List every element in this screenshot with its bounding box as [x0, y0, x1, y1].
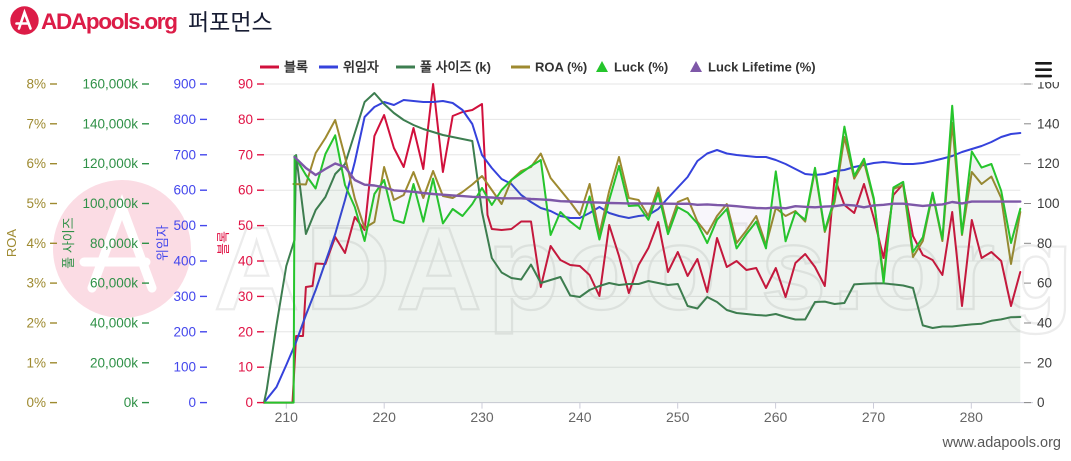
- svg-text:240: 240: [568, 409, 592, 425]
- svg-text:40: 40: [238, 254, 253, 269]
- svg-text:위임자: 위임자: [343, 60, 379, 75]
- svg-text:90: 90: [238, 77, 253, 92]
- svg-text:230: 230: [470, 409, 494, 425]
- svg-text:6%: 6%: [26, 156, 46, 171]
- svg-text:500: 500: [173, 218, 196, 233]
- svg-text:250: 250: [666, 409, 690, 425]
- svg-text:ROA: ROA: [4, 229, 19, 258]
- svg-text:60,000k: 60,000k: [90, 276, 138, 291]
- svg-text:70: 70: [238, 147, 253, 162]
- svg-text:40: 40: [1037, 316, 1052, 331]
- svg-text:8%: 8%: [26, 77, 46, 92]
- svg-text:140: 140: [1037, 116, 1060, 131]
- svg-text:800: 800: [173, 112, 196, 127]
- svg-text:220: 220: [373, 409, 397, 425]
- svg-text:위임자: 위임자: [155, 225, 170, 261]
- svg-text:700: 700: [173, 147, 196, 162]
- svg-text:100: 100: [173, 360, 196, 375]
- svg-text:120,000k: 120,000k: [82, 156, 138, 171]
- svg-text:600: 600: [173, 183, 196, 198]
- svg-text:ADApools.org: ADApools.org: [41, 9, 178, 34]
- svg-text:풀 사이즈: 풀 사이즈: [61, 217, 76, 268]
- svg-text:20,000k: 20,000k: [90, 355, 138, 370]
- svg-text:900: 900: [173, 77, 196, 92]
- svg-text:30: 30: [238, 289, 253, 304]
- svg-text:2%: 2%: [26, 316, 46, 331]
- svg-text:20: 20: [238, 324, 253, 339]
- svg-text:60: 60: [238, 183, 253, 198]
- svg-text:200: 200: [173, 324, 196, 339]
- svg-text:4%: 4%: [26, 236, 46, 251]
- svg-text:www.adapools.org: www.adapools.org: [942, 435, 1062, 451]
- svg-text:80,000k: 80,000k: [90, 236, 138, 251]
- svg-text:50: 50: [238, 218, 253, 233]
- svg-text:Luck (%): Luck (%): [614, 60, 668, 75]
- svg-text:5%: 5%: [26, 196, 46, 211]
- svg-text:100,000k: 100,000k: [82, 196, 138, 211]
- svg-text:7%: 7%: [26, 116, 46, 131]
- svg-text:10: 10: [238, 360, 253, 375]
- svg-text:0: 0: [1037, 395, 1045, 410]
- svg-text:1%: 1%: [26, 355, 46, 370]
- svg-text:40,000k: 40,000k: [90, 316, 138, 331]
- svg-text:300: 300: [173, 289, 196, 304]
- svg-text:ADApools.org: ADApools.org: [214, 203, 1071, 335]
- svg-text:260: 260: [764, 409, 788, 425]
- svg-text:210: 210: [275, 409, 299, 425]
- svg-text:3%: 3%: [26, 276, 46, 291]
- svg-text:400: 400: [173, 254, 196, 269]
- svg-text:60: 60: [1037, 276, 1052, 291]
- svg-text:퍼포먼스: 퍼포먼스: [188, 9, 273, 35]
- svg-text:Luck Lifetime (%): Luck Lifetime (%): [708, 60, 816, 75]
- svg-text:0: 0: [188, 395, 196, 410]
- svg-text:블록: 블록: [284, 60, 308, 75]
- svg-text:풀 사이즈 (k): 풀 사이즈 (k): [420, 60, 491, 75]
- svg-text:120: 120: [1037, 156, 1060, 171]
- svg-text:100: 100: [1037, 196, 1060, 211]
- svg-text:80: 80: [238, 112, 253, 127]
- svg-text:ROA (%): ROA (%): [535, 60, 587, 75]
- svg-text:270: 270: [862, 409, 886, 425]
- svg-text:블록: 블록: [216, 231, 231, 255]
- svg-text:20: 20: [1037, 355, 1052, 370]
- svg-text:160,000k: 160,000k: [82, 77, 138, 92]
- svg-text:0k: 0k: [124, 395, 139, 410]
- svg-text:280: 280: [960, 409, 984, 425]
- svg-text:0: 0: [245, 395, 253, 410]
- svg-text:80: 80: [1037, 236, 1052, 251]
- svg-text:0%: 0%: [26, 395, 46, 410]
- svg-text:140,000k: 140,000k: [82, 116, 138, 131]
